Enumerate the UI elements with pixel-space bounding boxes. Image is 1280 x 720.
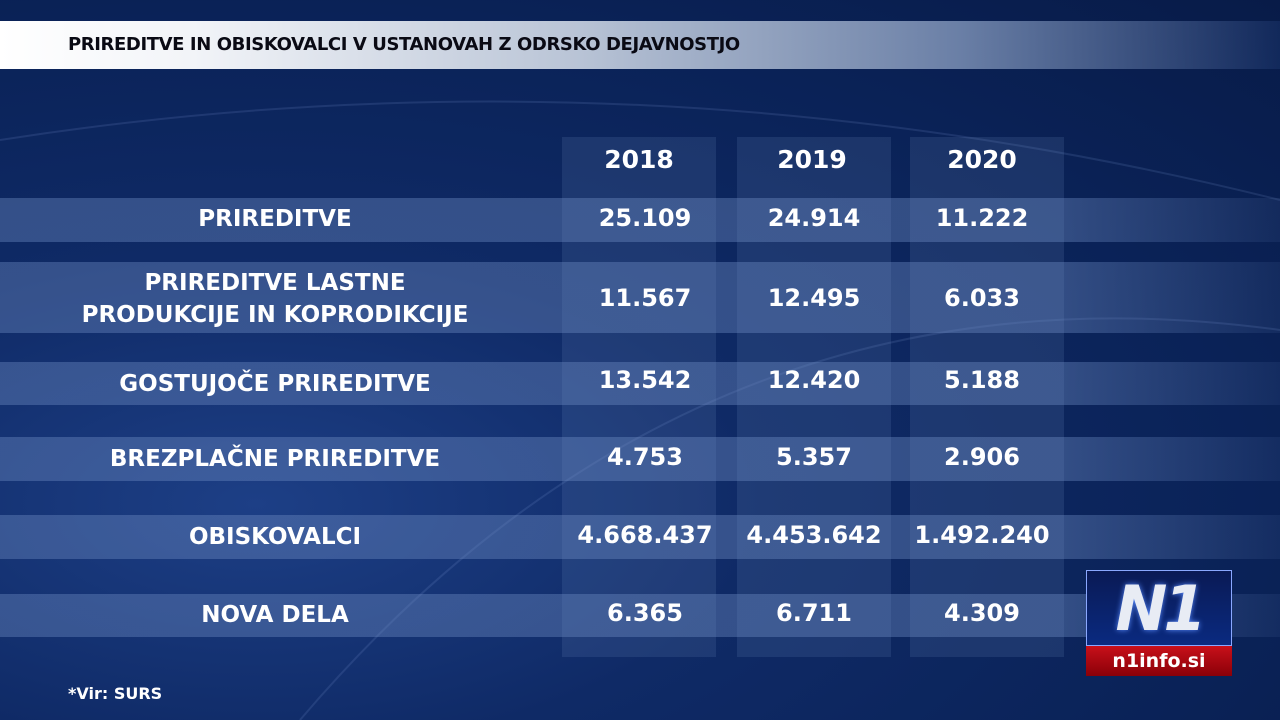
row-label: PRIREDITVE <box>198 206 352 232</box>
cell-value: 12.495 <box>767 284 861 312</box>
page-title: PRIREDITVE IN OBISKOVALCI V USTANOVAH Z … <box>68 34 740 55</box>
cell-value: 6.365 <box>607 599 683 627</box>
year-header: 2020 <box>947 145 1017 174</box>
cell-value: 5.188 <box>944 366 1020 394</box>
cell-value: 11.567 <box>598 284 692 312</box>
row-label: OBISKOVALCI <box>188 524 362 550</box>
year-header: 2019 <box>777 145 847 174</box>
cell-value: 5.357 <box>776 443 852 471</box>
row-band <box>0 362 1280 405</box>
row-band <box>0 515 1280 559</box>
cell-value: 13.542 <box>598 366 692 394</box>
cell-value: 12.420 <box>767 366 861 394</box>
decor-arc <box>0 100 1280 201</box>
column-2020 <box>910 137 1064 657</box>
cell-value: 4.453.642 <box>746 521 882 549</box>
cell-value: 6.711 <box>776 599 852 627</box>
n1-logo-mark: N1 <box>1086 570 1232 646</box>
cell-value: 2.906 <box>944 443 1020 471</box>
row-band <box>0 594 1280 637</box>
source-note: *Vir: SURS <box>68 684 163 703</box>
column-2018 <box>562 137 716 657</box>
n1-logo-site: n1info.si <box>1086 646 1232 676</box>
row-band <box>0 198 1280 242</box>
cell-value: 1.492.240 <box>914 521 1050 549</box>
row-band <box>0 262 1280 333</box>
decor-arc <box>299 317 1280 720</box>
row-label: PRIREDITVE LASTNE PRODUKCIJE IN KOPRODIK… <box>81 270 469 328</box>
n1-logo: N1 n1info.si <box>1086 570 1232 678</box>
row-band <box>0 437 1280 481</box>
cell-value: 4.668.437 <box>577 521 713 549</box>
row-label: GOSTUJOČE PRIREDITVE <box>119 371 431 397</box>
title-bar <box>0 21 1280 69</box>
row-label: BREZPLAČNE PRIREDITVE <box>109 446 441 472</box>
cell-value: 4.309 <box>944 599 1020 627</box>
cell-value: 6.033 <box>944 284 1020 312</box>
column-2019 <box>737 137 891 657</box>
cell-value: 25.109 <box>598 204 692 232</box>
cell-value: 24.914 <box>767 204 861 232</box>
year-header: 2018 <box>604 145 674 174</box>
cell-value: 4.753 <box>607 443 683 471</box>
row-label: NOVA DELA <box>201 602 349 628</box>
cell-value: 11.222 <box>935 204 1029 232</box>
